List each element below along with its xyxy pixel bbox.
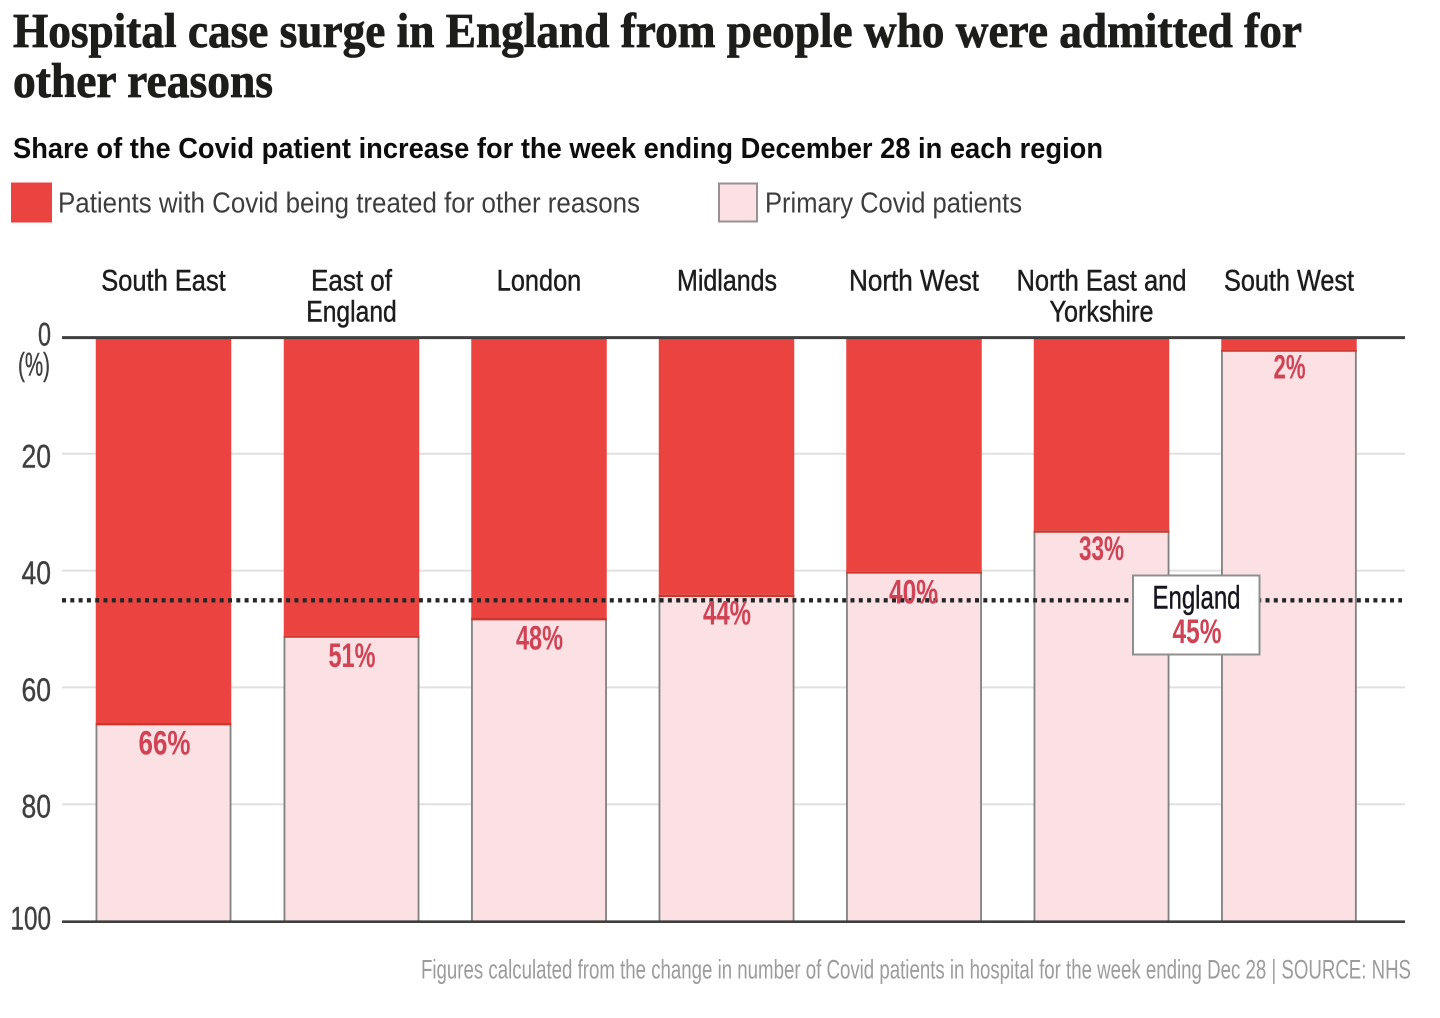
svg-text:45%: 45% bbox=[1173, 613, 1222, 651]
svg-text:0: 0 bbox=[38, 317, 51, 353]
svg-text:2%: 2% bbox=[1274, 349, 1306, 387]
svg-text:London: London bbox=[497, 265, 582, 298]
svg-text:South West: South West bbox=[1224, 265, 1355, 298]
svg-text:Patients with Covid being trea: Patients with Covid being treated for ot… bbox=[58, 188, 640, 220]
svg-text:North West: North West bbox=[849, 265, 980, 298]
svg-text:Hospital case surge in England: Hospital case surge in England from peop… bbox=[13, 3, 1302, 58]
svg-text:20: 20 bbox=[22, 439, 52, 475]
svg-text:Primary Covid patients: Primary Covid patients bbox=[765, 188, 1022, 220]
svg-text:60: 60 bbox=[22, 672, 52, 708]
svg-text:80: 80 bbox=[22, 789, 52, 825]
svg-text:66%: 66% bbox=[139, 725, 191, 763]
svg-text:England: England bbox=[306, 296, 397, 329]
svg-text:(%): (%) bbox=[18, 347, 50, 383]
svg-text:East of: East of bbox=[311, 265, 393, 298]
svg-text:South East: South East bbox=[101, 265, 226, 298]
svg-text:Share of the Covid patient inc: Share of the Covid patient increase for … bbox=[13, 133, 1103, 165]
svg-text:40: 40 bbox=[22, 555, 52, 591]
svg-text:51%: 51% bbox=[329, 637, 376, 675]
svg-text:England: England bbox=[1153, 579, 1241, 615]
svg-text:40%: 40% bbox=[889, 574, 938, 612]
svg-text:other reasons: other reasons bbox=[13, 53, 273, 108]
svg-text:Midlands: Midlands bbox=[677, 265, 777, 298]
svg-text:Figures calculated from the ch: Figures calculated from the change in nu… bbox=[421, 955, 1411, 985]
svg-text:North East and: North East and bbox=[1017, 265, 1187, 298]
svg-text:100: 100 bbox=[11, 901, 52, 937]
svg-text:33%: 33% bbox=[1079, 530, 1124, 568]
svg-text:Yorkshire: Yorkshire bbox=[1050, 296, 1154, 329]
svg-text:44%: 44% bbox=[703, 595, 751, 633]
svg-text:48%: 48% bbox=[516, 620, 563, 658]
